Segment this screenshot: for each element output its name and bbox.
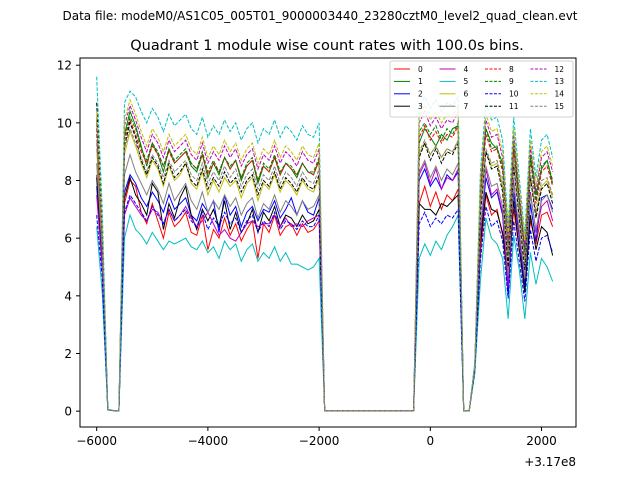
x-tick-label: 0 (426, 434, 434, 448)
legend-label-7: 7 (464, 102, 469, 111)
legend-label-15: 15 (555, 102, 565, 111)
legend-label-6: 6 (464, 90, 469, 99)
legend-label-10: 10 (509, 90, 519, 99)
legend-label-9: 9 (509, 77, 514, 86)
legend-label-13: 13 (555, 77, 565, 86)
x-axis: −6000 −4000 −2000 0 2000 (76, 427, 557, 448)
y-tick-label: 2 (64, 347, 72, 361)
y-tick-label: 8 (64, 174, 72, 188)
legend-label-0: 0 (418, 65, 423, 74)
data-file-suptitle: Data file: modeM0/AS1C05_005T01_90000034… (62, 9, 577, 23)
legend-label-5: 5 (464, 77, 469, 86)
legend-label-12: 12 (555, 65, 565, 74)
x-tick-label: 2000 (526, 434, 557, 448)
legend-label-14: 14 (555, 90, 565, 99)
y-tick-label: 10 (57, 116, 72, 130)
x-tick-label: −4000 (188, 434, 229, 448)
y-axis: 0 2 4 6 8 10 12 (57, 59, 80, 419)
plot-frame (79, 57, 577, 428)
legend-label-8: 8 (509, 65, 514, 74)
y-tick-label: 12 (57, 59, 72, 73)
legend-box (389, 60, 574, 118)
series-lines (96, 76, 554, 412)
legend-label-11: 11 (509, 102, 519, 111)
x-tick-label: −6000 (76, 434, 117, 448)
y-tick-label: 6 (64, 232, 72, 246)
y-tick-label: 4 (64, 289, 72, 303)
chart-title: Quadrant 1 module wise count rates with … (130, 38, 524, 54)
x-tick-label: −2000 (299, 434, 340, 448)
legend-label-2: 2 (418, 90, 423, 99)
x-axis-offset-label: +3.17e8 (524, 455, 576, 469)
series-line-15 (96, 127, 554, 412)
y-tick-label: 0 (64, 405, 72, 419)
legend-label-3: 3 (418, 102, 423, 111)
legend-label-1: 1 (418, 77, 423, 86)
legend-label-4: 4 (464, 65, 469, 74)
